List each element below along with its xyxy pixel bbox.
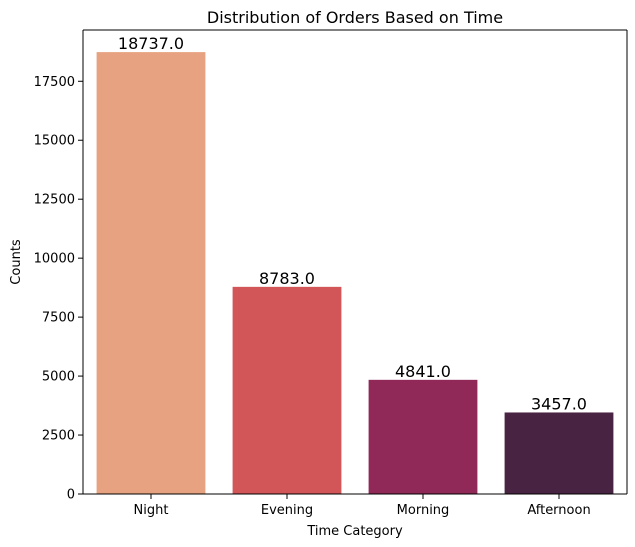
x-tick-label-night: Night [134, 503, 169, 518]
x-tick-label-evening: Evening [261, 503, 313, 518]
bar-night [96, 52, 206, 495]
y-tick-label: 15000 [34, 134, 75, 149]
bar-morning [368, 379, 478, 494]
data-label-afternoon: 3457.0 [531, 394, 587, 413]
y-tick-label: 10000 [34, 252, 75, 267]
y-axis-title: Counts [9, 239, 24, 285]
data-label-night: 18737.0 [118, 34, 184, 53]
data-label-morning: 4841.0 [395, 362, 451, 381]
y-tick-label: 17500 [34, 75, 75, 90]
y-axis-ticks: 0 2500 5000 7500 10000 12500 15000 17500 [34, 75, 83, 503]
x-tick-label-morning: Morning [397, 503, 450, 518]
y-tick-label: 12500 [34, 193, 75, 208]
y-tick-label: 5000 [42, 370, 75, 385]
x-axis-ticks: Night Evening Morning Afternoon [134, 494, 591, 518]
x-axis-title: Time Category [306, 524, 403, 539]
x-tick-label-afternoon: Afternoon [527, 503, 590, 518]
chart-title: Distribution of Orders Based on Time [207, 8, 503, 27]
y-tick-label: 7500 [42, 311, 75, 326]
y-tick-label: 0 [67, 488, 75, 503]
bar-evening [232, 286, 342, 494]
plot-area: 18737.0 8783.0 4841.0 3457.0 [96, 34, 614, 495]
data-label-evening: 8783.0 [259, 269, 315, 288]
bar-afternoon [504, 412, 614, 494]
y-tick-label: 2500 [42, 429, 75, 444]
